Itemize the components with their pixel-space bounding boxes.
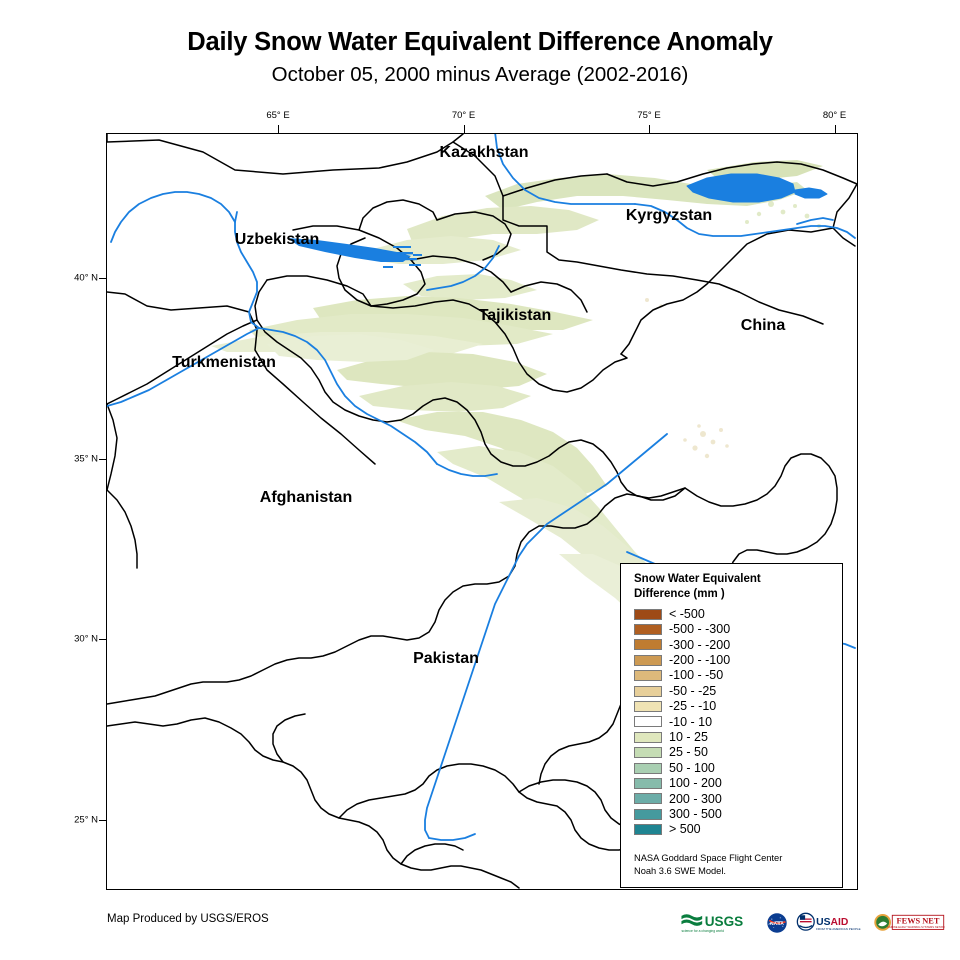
legend-swatch bbox=[634, 777, 662, 789]
lon-tick-mark-75 bbox=[649, 125, 650, 133]
svg-text:USGS: USGS bbox=[705, 914, 743, 929]
legend-row[interactable]: -300 - -200 bbox=[634, 637, 842, 652]
svg-text:science for a changing world: science for a changing world bbox=[681, 929, 724, 933]
svg-text:FAMINE EARLY WARNING SYSTEMS N: FAMINE EARLY WARNING SYSTEMS NETWORK bbox=[887, 925, 945, 929]
lat-tick-mark-30 bbox=[99, 639, 107, 641]
nasa-logo: NASA bbox=[767, 913, 787, 933]
legend-label: 50 - 100 bbox=[669, 760, 715, 775]
legend-swatch bbox=[634, 762, 662, 774]
legend-swatch bbox=[634, 824, 662, 836]
legend-swatch bbox=[634, 670, 662, 682]
lon-tick-label-70: 70° E bbox=[451, 110, 476, 121]
lon-tick-label-75: 75° E bbox=[637, 110, 661, 121]
legend-swatch bbox=[634, 716, 662, 728]
svg-text:USAID: USAID bbox=[816, 917, 849, 928]
lat-tick-label-25: 25° N bbox=[74, 814, 98, 826]
legend-label: -100 - -50 bbox=[669, 668, 724, 683]
lat-tick-mark-40 bbox=[99, 278, 107, 279]
lat-tick-label-40: 40° N bbox=[74, 272, 98, 284]
legend-label: 10 - 25 bbox=[669, 730, 708, 744]
legend-items: < -500 -500 - -300 -300 - -200 -200 - -100-… bbox=[634, 606, 842, 837]
legend-row[interactable]: 100 - 200 bbox=[634, 776, 842, 791]
country-boundaries bbox=[107, 134, 857, 889]
lon-tick-label-80: 80° E bbox=[822, 110, 847, 121]
legend-swatch bbox=[634, 700, 662, 712]
legend-row[interactable]: 10 - 25 bbox=[634, 730, 842, 745]
svg-text:FEWS NET: FEWS NET bbox=[897, 917, 940, 926]
legend-row[interactable]: 25 - 50 bbox=[634, 745, 842, 760]
lat-tick-label-30: 30° N bbox=[74, 633, 98, 645]
legend-row[interactable]: -25 - -10 bbox=[634, 699, 842, 714]
title-block: Daily Snow Water Equivalent Difference A… bbox=[0, 0, 960, 87]
lat-tick-label-35: 35° N bbox=[74, 453, 98, 465]
legend-label: -300 - -200 bbox=[669, 637, 731, 652]
legend-row[interactable]: -200 - -100 bbox=[634, 653, 842, 668]
legend-row[interactable]: -50 - -25 bbox=[634, 683, 842, 698]
legend-label: < -500 bbox=[669, 606, 705, 621]
legend-row[interactable]: < -500 bbox=[634, 606, 842, 621]
legend-row[interactable]: 300 - 500 bbox=[634, 807, 842, 822]
footer-credit: Map Produced by USGS/EROS bbox=[107, 913, 269, 925]
legend-label: -50 - -25 bbox=[669, 683, 717, 698]
page-title: Daily Snow Water Equivalent Difference A… bbox=[187, 28, 773, 56]
legend-row[interactable]: -500 - -300 bbox=[634, 622, 842, 637]
lat-tick-mark-35 bbox=[99, 458, 107, 460]
legend-swatch bbox=[634, 793, 662, 805]
legend-row[interactable]: -100 - -50 bbox=[634, 668, 842, 683]
usgs-logo: USGS science for a changing world bbox=[681, 914, 743, 933]
legend-label: -500 - -300 bbox=[669, 622, 731, 637]
legend-label: 100 - 200 bbox=[669, 776, 722, 791]
legend-title: Snow Water Equivalent Difference (mm ) bbox=[634, 573, 761, 600]
legend-label: -10 - 10 bbox=[669, 714, 713, 729]
lon-tick-mark-65 bbox=[278, 125, 279, 133]
legend-label: 200 - 300 bbox=[669, 791, 722, 806]
lat-tick-mark-25 bbox=[99, 820, 107, 822]
legend-swatch bbox=[634, 608, 662, 620]
legend-swatch bbox=[634, 747, 662, 759]
legend-swatch bbox=[634, 731, 662, 743]
legend-swatch bbox=[634, 624, 662, 636]
legend-row[interactable]: -10 - 10 bbox=[634, 714, 842, 729]
legend-swatch bbox=[634, 654, 662, 666]
usaid-logo: USAID FROM THE AMERICAN PEOPLE bbox=[796, 912, 861, 931]
page-subtitle: October 05, 2000 minus Average (2002-201… bbox=[271, 63, 689, 87]
svg-text:FROM THE AMERICAN PEOPLE: FROM THE AMERICAN PEOPLE bbox=[816, 927, 861, 931]
legend-panel[interactable]: Snow Water Equivalent Difference (mm ) <… bbox=[620, 563, 843, 888]
footer-logos: USGS science for a changing world NASA U… bbox=[680, 909, 945, 937]
legend-row[interactable]: > 500 bbox=[634, 822, 842, 837]
fewsnet-logo: FEWS NET FAMINE EARLY WARNING SYSTEMS NE… bbox=[874, 914, 945, 931]
legend-row[interactable]: 50 - 100 bbox=[634, 760, 842, 775]
lon-tick-mark-70 bbox=[463, 125, 465, 133]
legend-swatch bbox=[634, 639, 662, 651]
legend-swatch bbox=[634, 808, 662, 820]
legend-label: -25 - -10 bbox=[669, 699, 717, 714]
legend-swatch bbox=[634, 685, 662, 697]
lon-tick-label-65: 65° E bbox=[266, 110, 290, 121]
legend-label: 25 - 50 bbox=[669, 745, 708, 760]
legend-label: -200 - -100 bbox=[669, 653, 731, 668]
map-frame[interactable]: Kazakhstan Kyrgyzstan Uzbekistan Tajikistan… bbox=[106, 133, 858, 890]
legend-row[interactable]: 200 - 300 bbox=[634, 791, 842, 806]
legend-source-note: NASA Goddard Space Flight Center Noah 3.… bbox=[634, 852, 783, 876]
legend-label: > 500 bbox=[669, 822, 701, 837]
svg-text:NASA: NASA bbox=[770, 921, 784, 927]
legend-label: 300 - 500 bbox=[669, 806, 722, 821]
lon-tick-mark-80 bbox=[834, 125, 836, 133]
